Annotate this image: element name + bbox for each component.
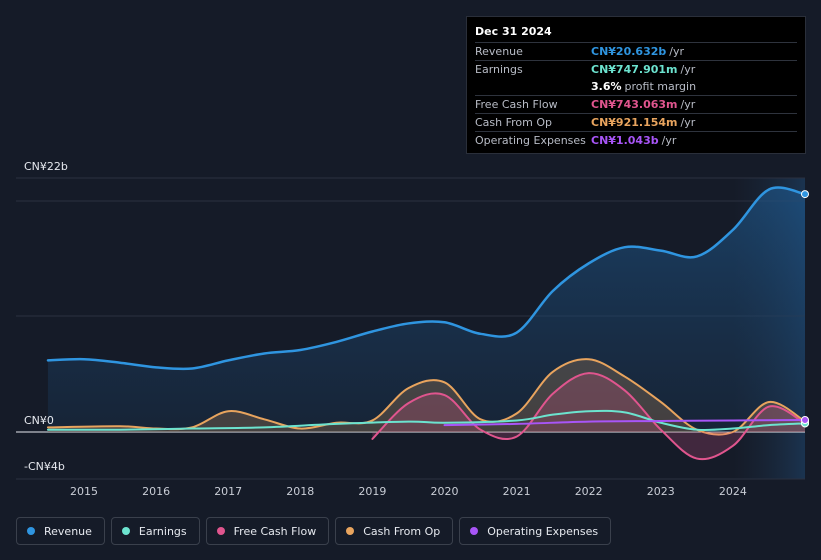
- earnings-line: [46, 409, 806, 432]
- legend-item-cash-from-op[interactable]: Cash From Op: [335, 517, 454, 545]
- tooltip-row-value: CN¥20.632b: [591, 45, 667, 58]
- x-tick-label: 2021: [503, 485, 531, 498]
- legend-label: Revenue: [44, 524, 92, 538]
- legend-item-operating-expenses[interactable]: Operating Expenses: [459, 517, 612, 545]
- tooltip-row-unit: /yr: [669, 45, 685, 58]
- cash-from-op-line: [46, 358, 806, 436]
- operating-expenses-end-marker: [801, 415, 809, 424]
- x-axis: 2015 2016 2017 2018 2019 2020 2021 2022 2023 2024: [70, 485, 747, 498]
- tooltip-row: Free Cash Flow CN¥743.063m/yr: [475, 95, 797, 113]
- tooltip-row-unit: /yr: [680, 116, 696, 129]
- tooltip-row-label: Operating Expenses: [475, 134, 586, 147]
- tooltip-row-unit: /yr: [680, 63, 696, 76]
- legend-item-revenue[interactable]: Revenue: [16, 517, 105, 545]
- y-label-zero: CN¥0: [24, 414, 54, 427]
- x-tick-label: 2017: [214, 485, 242, 498]
- x-tick-label: 2015: [70, 485, 98, 498]
- x-tick-label: 2020: [431, 485, 459, 498]
- tooltip-row-value: CN¥921.154m: [591, 116, 678, 129]
- legend-dot-icon: [346, 527, 355, 535]
- free-cash-flow-area: [372, 373, 805, 460]
- legend-label: Cash From Op: [363, 524, 441, 538]
- x-tick-label: 2018: [286, 485, 314, 498]
- tooltip-date: Dec 31 2024: [475, 25, 552, 38]
- legend-dot-icon: [121, 527, 130, 535]
- cash-from-op-area: [47, 359, 805, 435]
- tooltip-row: Cash From Op CN¥921.154m/yr: [475, 113, 797, 131]
- tooltip-row-value: CN¥743.063m: [591, 98, 678, 111]
- legend-label: Operating Expenses: [487, 524, 599, 538]
- x-tick-label: 2022: [575, 485, 603, 498]
- tooltip-row: Earnings CN¥747.901m/yr: [475, 60, 797, 78]
- tooltip-row: Operating Expenses CN¥1.043b/yr: [475, 131, 797, 149]
- tooltip-row-unit: /yr: [680, 98, 696, 111]
- tooltip-panel: Dec 31 2024 Revenue CN¥20.632b/yr Earnings…: [466, 16, 806, 154]
- tooltip-row: Revenue CN¥20.632b/yr: [475, 42, 797, 60]
- tooltip-row-value: 3.6%: [591, 80, 622, 93]
- legend-label: Earnings: [138, 524, 187, 538]
- legend-item-free-cash-flow[interactable]: Free Cash Flow: [205, 517, 330, 545]
- free-cash-flow-line: [371, 372, 806, 461]
- legend-item-earnings[interactable]: Earnings: [110, 517, 200, 545]
- tooltip-row-label: Revenue: [475, 45, 523, 58]
- tooltip-row-value: CN¥1.043b: [591, 134, 659, 147]
- tooltip-row-unit: profit margin: [624, 80, 697, 93]
- legend: Revenue Earnings Free Cash Flow Cash From O…: [16, 517, 612, 545]
- y-label-bottom: -CN¥4b: [24, 460, 65, 473]
- tooltip-row: 3.6% profit margin: [475, 78, 797, 95]
- legend-label: Free Cash Flow: [233, 524, 317, 538]
- revenue-end-marker: [801, 190, 809, 199]
- x-tick-label: 2023: [647, 485, 675, 498]
- legend-dot-icon: [470, 527, 479, 535]
- operating-expenses-line: [443, 418, 806, 427]
- tooltip-row-label: Cash From Op: [475, 116, 553, 129]
- tooltip-row-value: CN¥747.901m: [591, 63, 678, 76]
- tooltip-row-label: Earnings: [475, 63, 523, 76]
- legend-dot-icon: [216, 527, 225, 535]
- series-layer: [46, 186, 809, 461]
- y-label-top: CN¥22b: [24, 160, 68, 173]
- x-tick-label: 2016: [142, 485, 170, 498]
- tooltip-row-unit: /yr: [661, 134, 677, 147]
- x-tick-label: 2024: [719, 485, 747, 498]
- tooltip-row-label: Free Cash Flow: [475, 98, 558, 111]
- revenue-line: [46, 186, 807, 371]
- x-tick-label: 2019: [358, 485, 386, 498]
- legend-dot-icon: [27, 527, 35, 535]
